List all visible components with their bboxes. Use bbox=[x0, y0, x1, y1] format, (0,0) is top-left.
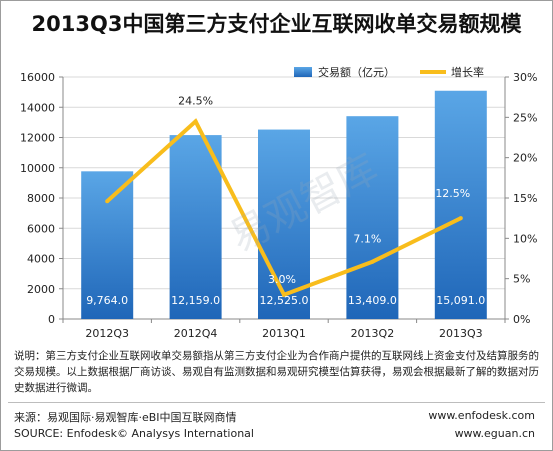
x-tick-label: 2012Q4 bbox=[174, 327, 218, 340]
right-tick-label: 30% bbox=[513, 71, 537, 84]
growth-rate-label: 12.5% bbox=[435, 187, 470, 200]
bar-value-label: 9,764.0 bbox=[86, 294, 128, 307]
growth-rate-label: 14.6% bbox=[90, 151, 125, 164]
url-enfodesk: www.enfodesk.com bbox=[428, 409, 535, 422]
growth-rate-label: 7.1% bbox=[353, 233, 381, 246]
growth-rate-point bbox=[370, 259, 375, 264]
bar-value-label: 12,159.0 bbox=[171, 294, 220, 307]
left-tick-label: 10000 bbox=[20, 162, 55, 175]
bar bbox=[81, 171, 134, 319]
left-tick-label: 8000 bbox=[27, 192, 55, 205]
left-tick-label: 4000 bbox=[27, 253, 55, 266]
bar-value-label: 13,409.0 bbox=[348, 294, 397, 307]
left-tick-label: 2000 bbox=[27, 283, 55, 296]
bar-value-label: 12,525.0 bbox=[260, 294, 309, 307]
footer-divider bbox=[8, 402, 545, 403]
growth-rate-label: 24.5% bbox=[178, 94, 213, 107]
bar bbox=[434, 90, 487, 319]
bar bbox=[346, 116, 399, 319]
right-tick-label: 25% bbox=[513, 111, 537, 124]
bar bbox=[169, 135, 222, 319]
x-tick-label: 2013Q1 bbox=[262, 327, 306, 340]
growth-rate-point bbox=[105, 199, 110, 204]
left-tick-label: 6000 bbox=[27, 222, 55, 235]
left-tick-label: 14000 bbox=[20, 101, 55, 114]
right-tick-label: 5% bbox=[513, 273, 530, 286]
growth-rate-point bbox=[282, 292, 286, 297]
left-tick-label: 0 bbox=[48, 313, 55, 326]
chart-title: 2013Q3中国第三方支付企业互联网收单交易额规模 bbox=[31, 12, 522, 36]
legend-swatch-bar bbox=[294, 67, 312, 77]
legend-label-line: 增长率 bbox=[451, 65, 484, 79]
growth-rate-point bbox=[458, 216, 463, 221]
url-eguan: www.eguan.cn bbox=[454, 427, 535, 440]
x-tick-label: 2013Q3 bbox=[439, 327, 483, 340]
x-tick-label: 2013Q2 bbox=[351, 327, 395, 340]
chart-note: 说明：第三方支付企业互联网收单交易额指从第三方支付企业为合作商户提供的互联网线上… bbox=[14, 350, 539, 394]
source-cn: 来源：易观国际·易观智库·eBI中国互联网商情 bbox=[14, 411, 237, 424]
growth-rate-label: 3.0% bbox=[268, 273, 296, 286]
left-tick-label: 16000 bbox=[20, 71, 55, 84]
source-en: SOURCE: Enfodesk© Analysys International bbox=[14, 427, 254, 440]
right-tick-label: 15% bbox=[513, 192, 537, 205]
left-tick-label: 12000 bbox=[20, 132, 55, 145]
x-tick-label: 2012Q3 bbox=[85, 327, 129, 340]
legend-label-bar: 交易额（亿元） bbox=[318, 65, 395, 79]
bar-value-label: 15,091.0 bbox=[436, 294, 485, 307]
right-tick-label: 10% bbox=[513, 232, 537, 245]
right-tick-label: 20% bbox=[513, 152, 537, 165]
growth-rate-point bbox=[193, 119, 198, 124]
right-tick-label: 0% bbox=[513, 313, 530, 326]
